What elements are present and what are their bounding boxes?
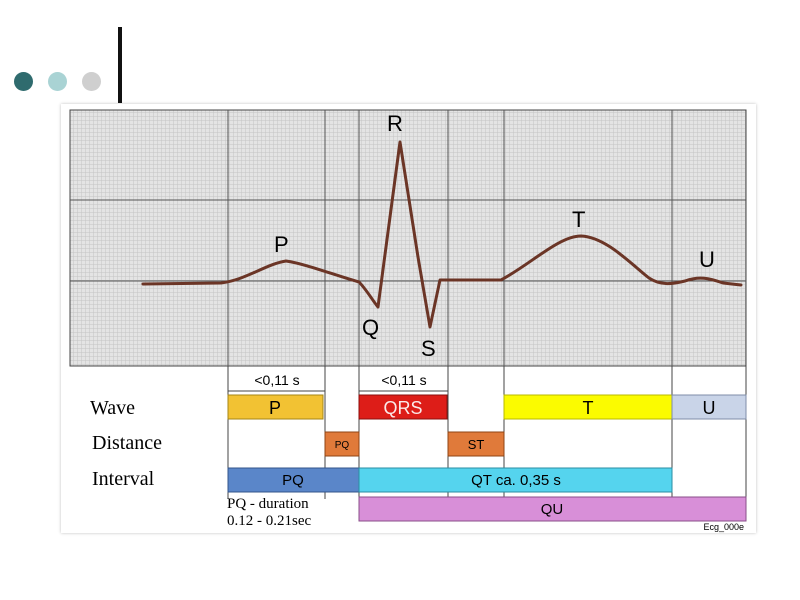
peak-label-s: S — [421, 336, 436, 361]
interval-box-qt — [358, 467, 673, 493]
wave-box-qrs-label: QRS — [383, 398, 422, 418]
distance-box-st-label: ST — [468, 437, 485, 452]
distance-box-st — [447, 431, 505, 457]
peak-label-t: T — [572, 207, 585, 232]
wave-box-p-label: P — [269, 398, 281, 418]
interval-box-qt-label: QT ca. 0,35 s — [471, 472, 561, 489]
wave-box-t-label: T — [583, 398, 594, 418]
image-credit: Ecg_000e — [703, 522, 744, 532]
bullet-dot-1 — [14, 72, 33, 91]
wave-box-qrs — [358, 394, 448, 420]
qrs-duration-label: <0,11 s — [381, 372, 426, 388]
peak-label-p: P — [274, 232, 289, 257]
pq-note-line2: 0.12 - 0.21sec — [227, 513, 311, 529]
interval-box-qu-label: QU — [541, 501, 564, 518]
pr-duration-label: <0,11 s — [254, 372, 299, 388]
interval-box-qu — [358, 496, 747, 522]
ecg-diagram-frame: P R Q S T U <0,11 s <0,11 s Wave Distanc… — [61, 104, 756, 533]
ecg-trace — [141, 140, 743, 329]
peak-label-r: R — [387, 111, 403, 136]
interval-box-pq-label: PQ — [282, 472, 304, 489]
ecg-diagram: P R Q S T U <0,11 s <0,11 s Wave Distanc… — [69, 109, 747, 532]
wave-box-u — [671, 394, 747, 420]
distance-box-pq — [324, 431, 360, 457]
peak-label-q: Q — [362, 315, 379, 340]
bullet-dot-2 — [48, 72, 67, 91]
wave-box-u-label: U — [703, 398, 716, 418]
peak-label-u: U — [699, 247, 715, 272]
row-label-interval: Interval — [92, 468, 155, 490]
bullet-dot-3 — [82, 72, 101, 91]
wave-box-p — [227, 394, 324, 420]
distance-box-pq-label: PQ — [335, 440, 350, 451]
pq-note-line1: PQ - duration — [227, 496, 309, 512]
title-divider-bar — [118, 27, 122, 103]
row-label-distance: Distance — [92, 432, 162, 454]
row-label-wave: Wave — [90, 397, 135, 419]
ecg-grid-panel — [69, 109, 747, 367]
